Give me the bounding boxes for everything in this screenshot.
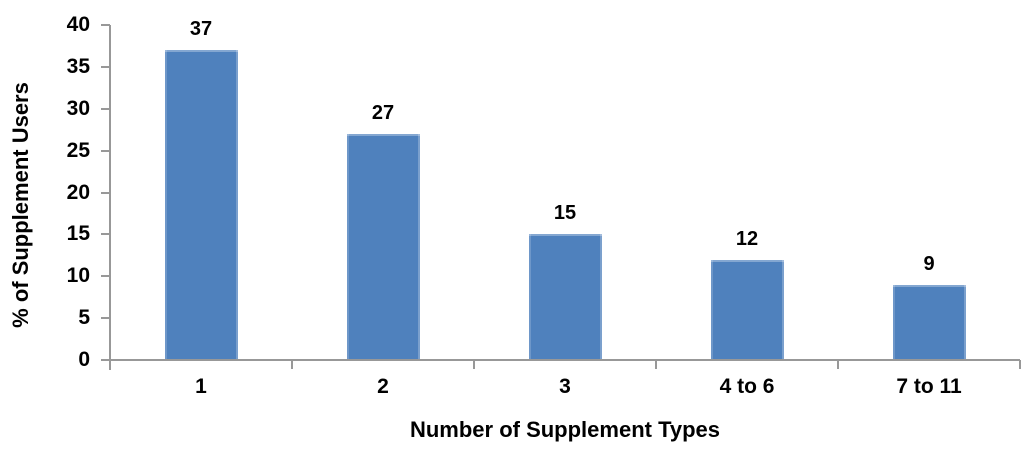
x-axis-title: Number of Supplement Types xyxy=(409,417,721,442)
x-axis-tick xyxy=(473,360,475,369)
bar-data-label: 15 xyxy=(553,202,577,225)
y-axis-tick-label: 10 xyxy=(66,264,90,288)
y-axis-tick xyxy=(101,317,110,320)
y-axis-title: % of Supplement Users xyxy=(8,82,33,328)
y-axis-tick xyxy=(101,107,110,110)
bar-data-label: 27 xyxy=(371,101,395,124)
y-axis-tick-label: 0 xyxy=(78,348,90,371)
bar-data-label: 12 xyxy=(735,227,759,250)
y-axis-tick xyxy=(101,233,110,236)
y-axis-tick xyxy=(101,24,110,26)
y-axis-tick-label: 15 xyxy=(66,222,90,246)
y-axis-tick-label: 30 xyxy=(66,96,90,120)
y-axis-tick-label: 25 xyxy=(66,138,90,162)
x-axis-category-label: 3 xyxy=(559,375,571,398)
y-axis-tick xyxy=(101,359,110,361)
y-axis-tick-label: 40 xyxy=(66,13,90,36)
x-axis-tick xyxy=(655,360,657,369)
x-axis-line xyxy=(110,359,1020,361)
bar-data-label: 37 xyxy=(189,18,213,41)
bar xyxy=(710,259,784,360)
x-axis-category-label: 7 to 11 xyxy=(896,375,962,398)
x-axis-tick xyxy=(109,360,111,369)
bar xyxy=(346,133,420,360)
plot-area: 0 5 10 15 20 25 30 35 40 37 1 27 2 15 3 12 4 to 6 9 7 to 1… xyxy=(67,13,1021,398)
bar xyxy=(528,234,602,360)
bar-data-label: 9 xyxy=(923,252,935,275)
y-axis-tick-label: 5 xyxy=(78,306,90,330)
x-axis-category-label: 4 to 6 xyxy=(719,375,775,398)
y-axis-line xyxy=(109,25,111,370)
y-axis-tick-label: 35 xyxy=(66,54,90,78)
bar xyxy=(164,50,238,360)
y-axis-tick-label: 20 xyxy=(66,180,90,204)
x-axis-category-label: 1 xyxy=(195,375,207,398)
bar xyxy=(892,284,966,360)
x-axis-category-label: 2 xyxy=(377,375,389,398)
y-axis-tick xyxy=(101,191,110,194)
y-axis-tick xyxy=(101,149,110,152)
x-axis-tick xyxy=(291,360,293,369)
x-axis-tick xyxy=(837,360,839,369)
y-axis-tick xyxy=(101,275,110,278)
y-axis-tick xyxy=(101,65,110,68)
x-axis-tick xyxy=(1019,360,1021,369)
